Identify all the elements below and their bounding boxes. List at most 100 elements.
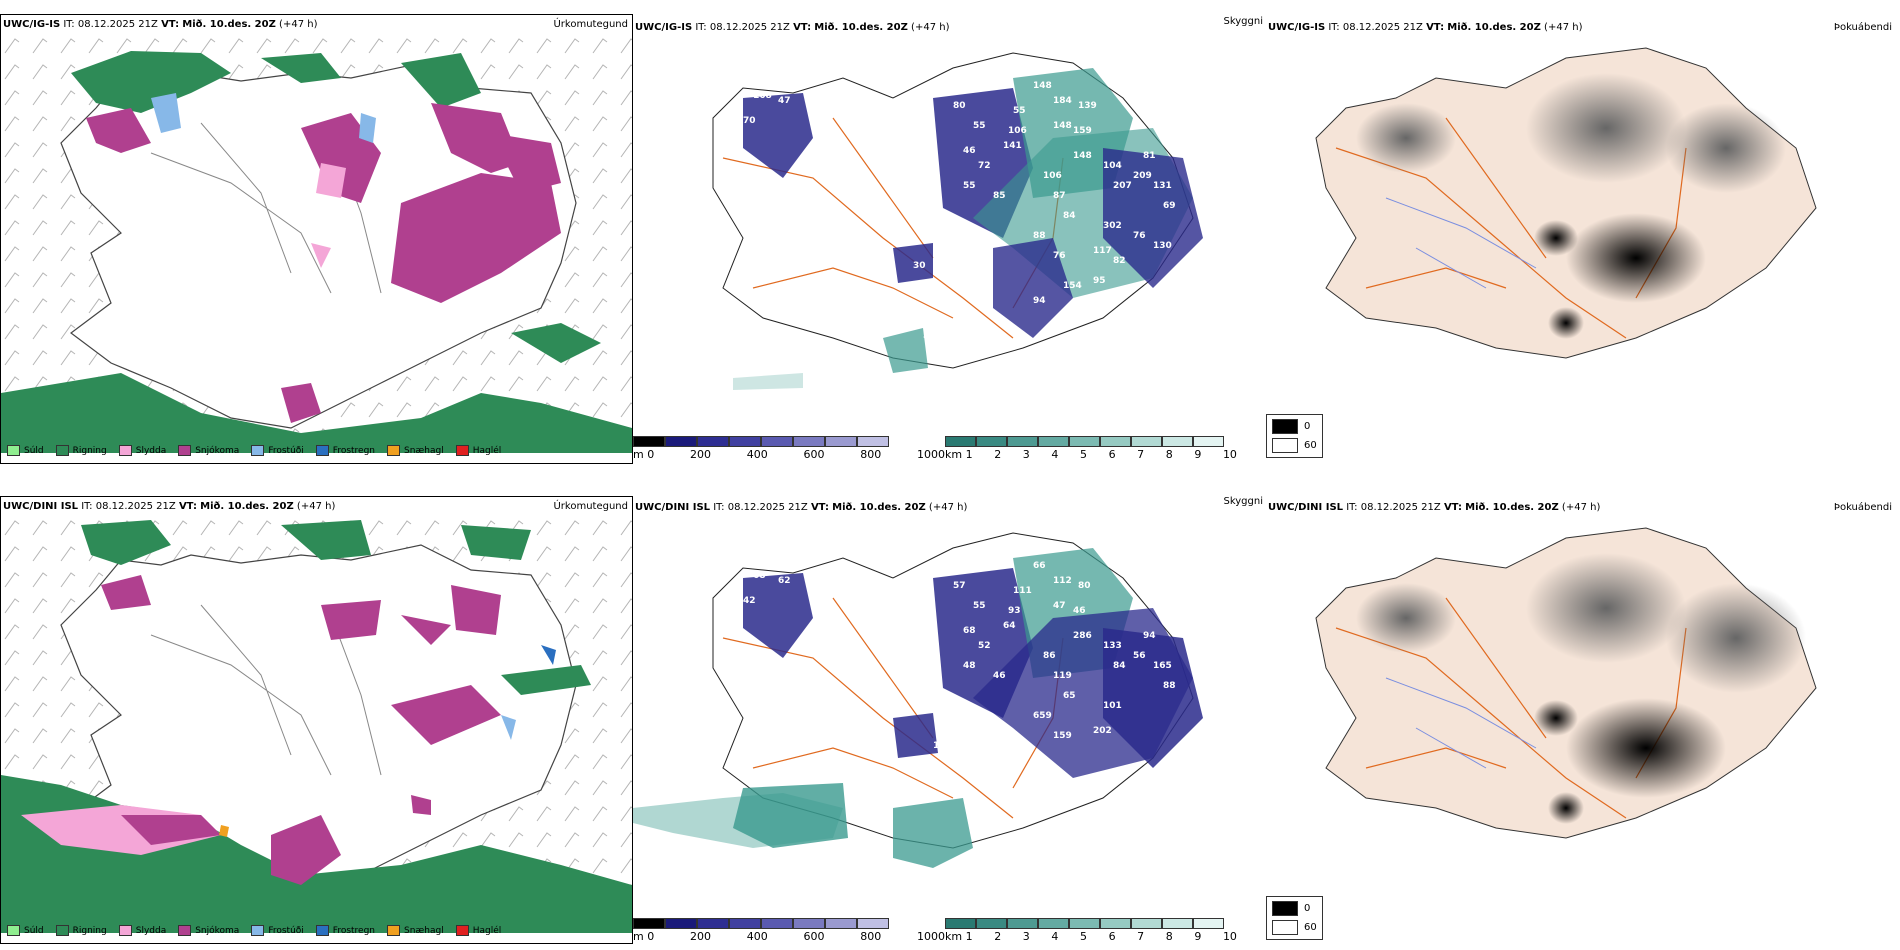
legend-item: Snæhagl: [387, 925, 444, 936]
cloud-base-value: 82: [973, 231, 986, 241]
cloud-base-value: 80: [953, 101, 966, 111]
cloud-base-value: 209: [1133, 171, 1152, 181]
panel-header: UWC/IG-IS IT: 08.12.2025 21Z VT: Mið. 10…: [635, 22, 950, 33]
cloud-base-value: 30: [913, 261, 926, 271]
cloud-base-value: 116: [933, 261, 952, 271]
fog-legend: 0 60: [1266, 414, 1323, 458]
legend-item: Slydda: [118, 445, 166, 456]
legend-swatch: [55, 925, 69, 936]
cloud-base-value: 46: [1073, 606, 1086, 616]
fog-legend: 0 60: [1266, 896, 1323, 940]
cloud-base-value: 302: [1103, 221, 1122, 231]
precip-type-panel-1: UWC/IG-IS IT: 08.12.2025 21Z VT: Mið. 10…: [0, 14, 633, 464]
legend-item: Slydda: [118, 925, 166, 936]
legend-item: Súld: [7, 925, 44, 936]
cloud-base-value: 86: [1043, 651, 1056, 661]
cloud-base-value: 85: [953, 726, 966, 736]
legend-item: Frostúði: [251, 445, 304, 456]
variable-name: Skyggni: [1223, 496, 1263, 507]
variable-name: Skyggni: [1223, 16, 1263, 27]
cloud-base-value: 133: [1103, 641, 1122, 651]
fog-legend-item: 60: [1272, 920, 1317, 935]
cloud-base-value: 88: [1163, 681, 1176, 691]
cloud-base-value: 82: [1113, 256, 1126, 266]
cloud-base-value: 141: [1003, 141, 1022, 151]
cloud-base-value: 70: [743, 116, 756, 126]
cloud-base-value: 101: [1103, 701, 1122, 711]
cloud-base-value: 47: [1053, 601, 1066, 611]
cloud-base-value: 111: [1013, 586, 1032, 596]
fog-index-panel-1: UWC/IG-IS IT: 08.12.2025 21Z VT: Mið. 10…: [1266, 14, 1900, 464]
cloud-base-value: 154: [1063, 281, 1082, 291]
cloud-base-value: 165: [1153, 661, 1172, 671]
cloud-visibility-panel-2: UWC/DINI ISL IT: 08.12.2025 21Z VT: Mið.…: [633, 494, 1263, 946]
cloud-base-value: 76: [1053, 251, 1066, 261]
cloud-base-value: 114: [933, 741, 952, 751]
cloud-base-value: 117: [1093, 246, 1112, 256]
cloud-base-value: 148: [1073, 151, 1092, 161]
cloud-base-value: 46: [993, 671, 1006, 681]
cloud-base-value: 87: [1053, 191, 1066, 201]
legend-item: Rigning: [55, 445, 107, 456]
cloud-base-value: 119: [1053, 671, 1072, 681]
cloud-base-value: 139: [1078, 101, 1097, 111]
legend-swatch: [7, 445, 20, 456]
cloud-base-value: 64: [1003, 621, 1016, 631]
variable-name: Úrkomutegund: [553, 501, 628, 512]
cloud-base-value: 42: [743, 596, 756, 606]
legend-swatch: [251, 925, 265, 936]
legend-swatch: [118, 445, 132, 456]
legend-item: Snjókoma: [178, 925, 239, 936]
legend-swatch: [387, 925, 401, 936]
panel-header: UWC/DINI ISL IT: 08.12.2025 21Z VT: Mið.…: [3, 501, 336, 512]
legend-item: Frostúði: [251, 925, 304, 936]
cloud-base-value: 79: [973, 711, 986, 721]
cloud-base-value: 184: [1053, 96, 1072, 106]
cloud-base-value: 159: [1053, 731, 1072, 741]
cloud-base-value: 55: [963, 181, 976, 191]
ceiling-colorbar: m 0 200 400 600 800 1000: [633, 918, 945, 943]
cloud-base-value: 207: [1113, 181, 1132, 191]
variable-name: Þokuábendi: [1833, 22, 1892, 33]
legend-item: Súld: [7, 445, 44, 456]
precip-legend: Súld Rigning Slydda Snjókoma Frostúði Fr…: [7, 445, 501, 456]
legend-item: Haglél: [455, 445, 501, 456]
cloud-base-value: 55: [1013, 106, 1026, 116]
precip-legend: Súld Rigning Slydda Snjókoma Frostúði Fr…: [7, 925, 501, 936]
fog-legend-item: 0: [1272, 419, 1317, 434]
cloud-base-value: 55: [973, 121, 986, 131]
variable-name: Úrkomutegund: [553, 19, 628, 30]
cloud-base-value: 106: [1008, 126, 1027, 136]
cloud-base-value: 65: [1063, 691, 1076, 701]
legend-item: Snjókoma: [178, 445, 239, 456]
fog-legend-item: 60: [1272, 438, 1317, 453]
cloud-base-value: 69: [1163, 201, 1176, 211]
cloud-base-value: 95: [1093, 276, 1106, 286]
cloud-base-value: 66: [1033, 561, 1046, 571]
cloud-base-value: 81: [1143, 151, 1156, 161]
legend-swatch: [251, 445, 265, 456]
panel-header: UWC/DINI ISL IT: 08.12.2025 21Z VT: Mið.…: [635, 502, 968, 513]
cloud-base-value: 46: [963, 146, 976, 156]
cloud-base-value: 88: [1033, 231, 1046, 241]
cloud-base-value: 94: [1033, 296, 1046, 306]
cloud-base-value: 54: [923, 331, 936, 341]
cloud-base-value: 48: [963, 661, 976, 671]
legend-swatch: [387, 445, 401, 456]
cloud-base-value: 55: [973, 601, 986, 611]
panel-header: UWC/DINI ISL IT: 08.12.2025 21Z VT: Mið.…: [1268, 502, 1601, 513]
cloud-base-value: 52: [978, 641, 991, 651]
cloud-base-value: 148: [1033, 81, 1052, 91]
legend-swatch: [7, 925, 20, 936]
fog-legend-item: 0: [1272, 901, 1317, 916]
precip-type-panel-2: UWC/DINI ISL IT: 08.12.2025 21Z VT: Mið.…: [0, 496, 633, 944]
cloud-base-value: 130: [1153, 241, 1172, 251]
legend-item: Frostregn: [315, 445, 375, 456]
cloud-base-value: 62: [778, 576, 791, 586]
legend-item: Frostregn: [315, 925, 375, 936]
ceiling-colorbar: m 0 200 400 600 800 1000: [633, 436, 945, 461]
